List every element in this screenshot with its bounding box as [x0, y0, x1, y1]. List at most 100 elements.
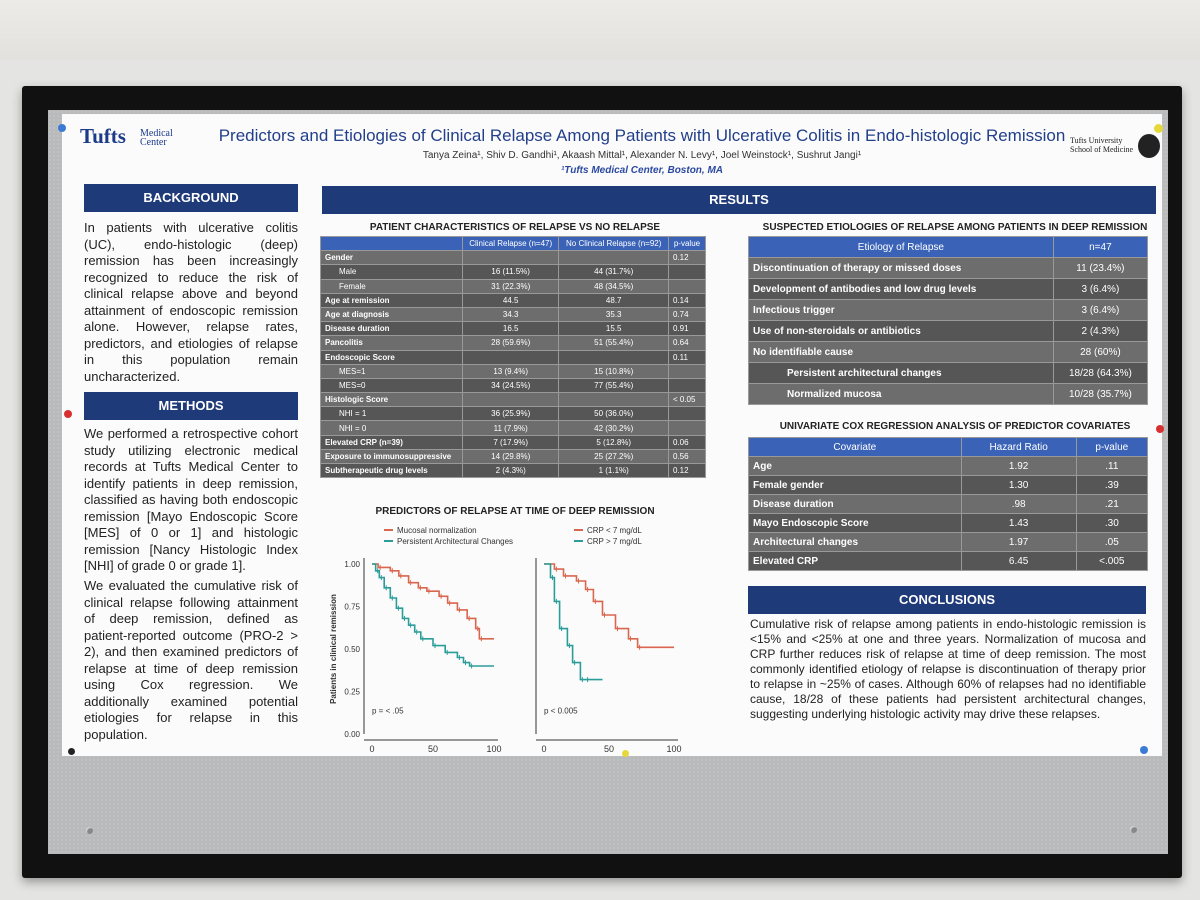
table-row: Elevated CRP (n=39) 7 (17.9%) 5 (12.8%) 0.0…	[320, 434, 707, 450]
x-tick-label: 100	[666, 744, 681, 754]
no-relapse-value: 5 (12.8%)	[558, 434, 669, 450]
covariate-label: Mayo Endoscopic Score	[748, 513, 962, 533]
relapse-value: 31 (22.3%)	[461, 278, 560, 294]
p-value-annotation: p = < .05	[372, 707, 404, 716]
table-header-cell: Etiology of Relapse	[748, 236, 1054, 258]
logo-left-sub2: Center	[140, 137, 167, 148]
tufts-university-logo: Tufts University School of Medicine	[1070, 136, 1150, 154]
legend-label: CRP < 7 mg/dL	[587, 526, 642, 535]
cox-table: Covariate Hazard Ratio p-value Age 1.92.11 F…	[748, 437, 1149, 571]
etiology-count: 10/28 (35.7%)	[1052, 383, 1149, 405]
push-pin	[1154, 124, 1163, 133]
row-label: Disease duration	[320, 321, 463, 337]
km-curve-line	[372, 563, 494, 640]
row-label: Subtherapeutic drug levels	[320, 462, 463, 479]
etiology-label: Development of antibodies and low drug l…	[748, 278, 1054, 300]
km-curve-line	[544, 563, 674, 649]
push-pin	[1156, 425, 1164, 433]
crest-icon	[1138, 134, 1160, 158]
table-row: Infectious trigger 3 (6.4%)	[748, 299, 1149, 321]
table-header-cell: p-value	[667, 235, 707, 252]
x-tick-label: 0	[369, 744, 374, 754]
tufts-medical-center-logo: Tufts Medical Center	[80, 126, 173, 162]
etiology-count: 18/28 (64.3%)	[1052, 362, 1149, 384]
relapse-value: 34 (24.5%)	[461, 377, 560, 394]
table-row: MES=0 34 (24.5%) 77 (55.4%)	[320, 377, 707, 394]
no-relapse-value: 48.7	[558, 292, 669, 308]
table-row: NHI = 0 11 (7.9%) 42 (30.2%)	[320, 420, 707, 436]
covariate-label: Architectural changes	[748, 532, 962, 552]
etiology-label: Discontinuation of therapy or missed dos…	[748, 257, 1054, 279]
table-row: Discontinuation of therapy or missed dos…	[748, 257, 1149, 279]
table-header-cell	[320, 235, 463, 252]
table-row: Histologic Score < 0.05	[320, 392, 707, 408]
p-value: 0.12	[667, 250, 707, 266]
background-text: In patients with ulcerative colitis (UC)…	[84, 220, 298, 384]
no-relapse-value: 42 (30.2%)	[558, 420, 669, 436]
hazard-ratio: .98	[960, 494, 1077, 514]
table-row: Subtherapeutic drug levels 2 (4.3%) 1 (1.1…	[320, 462, 707, 479]
relapse-value: 2 (4.3%)	[461, 462, 560, 479]
covariate-label: Age	[748, 456, 962, 476]
relapse-value: 16.5	[461, 321, 560, 337]
wall-ceiling	[0, 0, 1200, 60]
hazard-ratio: 1.30	[960, 475, 1077, 495]
relapse-value: 16 (11.5%)	[461, 264, 560, 280]
table-row: Mayo Endoscopic Score 1.43.30	[748, 513, 1149, 533]
table-row: Endoscopic Score 0.11	[320, 349, 707, 365]
push-pin	[1140, 746, 1148, 754]
y-tick-label: 0.75	[344, 603, 360, 612]
km-charts: 0.000.250.500.751.00050100Time(months)Pa…	[329, 526, 682, 754]
cox-p-value: .30	[1075, 513, 1149, 533]
row-label: MES=0	[320, 377, 463, 394]
table-row: Persistent architectural changes 18/28 (6…	[748, 362, 1149, 384]
no-relapse-value: 51 (55.4%)	[558, 335, 669, 351]
push-pin	[622, 750, 629, 757]
table-row: Disease duration 16.5 15.5 0.91	[320, 321, 707, 337]
y-axis-label: Patients in clinical remission	[329, 594, 338, 704]
table-row: Exposure to immunosuppressive 14 (29.8%) 2…	[320, 448, 707, 465]
x-tick-label: 50	[428, 744, 438, 754]
relapse-value: 44.5	[461, 292, 560, 308]
legend-label: Persistent Architectural Changes	[397, 537, 513, 546]
y-tick-label: 0.25	[344, 688, 360, 697]
legend-label: Mucosal normalization	[397, 526, 477, 535]
table-row: NHI = 1 36 (25.9%) 50 (36.0%)	[320, 406, 707, 422]
km-curve-line	[372, 563, 494, 667]
no-relapse-value	[558, 349, 669, 365]
methods-para2: We evaluated the cumulative risk of clin…	[84, 578, 298, 742]
no-relapse-value: 50 (36.0%)	[558, 406, 669, 422]
table-header-cell: p-value	[1075, 437, 1149, 457]
cox-p-value: <.005	[1075, 551, 1149, 571]
covariate-label: Elevated CRP	[748, 551, 962, 571]
table-row: Age at diagnosis 34.3 35.3 0.74	[320, 306, 707, 323]
p-value: 0.11	[667, 349, 707, 365]
row-label: NHI = 1	[320, 406, 463, 422]
row-label: Gender	[320, 250, 463, 266]
table-row: No identifiable cause 28 (60%)	[748, 341, 1149, 363]
hazard-ratio: 6.45	[960, 551, 1077, 571]
p-value-annotation: p < 0.005	[544, 707, 578, 716]
push-pin	[64, 410, 72, 418]
row-label: Age at diagnosis	[320, 306, 463, 323]
row-label: Elevated CRP (n=39)	[320, 434, 463, 450]
etiology-label: Infectious trigger	[748, 299, 1054, 321]
y-tick-label: 0.00	[344, 730, 360, 739]
table-header-cell: Covariate	[748, 437, 962, 457]
conclusions-heading: CONCLUSIONS	[748, 586, 1146, 614]
relapse-value	[461, 250, 560, 266]
table-row: Age at remission 44.5 48.7 0.14	[320, 292, 707, 308]
etiology-label: Persistent architectural changes	[748, 362, 1054, 384]
results-heading: RESULTS	[322, 186, 1156, 214]
table-row: Male 16 (11.5%) 44 (31.7%)	[320, 264, 707, 280]
table-row: MES=1 13 (9.4%) 15 (10.8%)	[320, 363, 707, 379]
relapse-value: 11 (7.9%)	[461, 420, 560, 436]
background-heading: BACKGROUND	[84, 184, 298, 212]
p-value	[667, 264, 707, 280]
table-header-cell: No Clinical Relapse (n=92)	[558, 235, 669, 252]
x-tick-label: 0	[541, 744, 546, 754]
board-tack	[86, 827, 93, 834]
characteristics-table: Clinical Relapse (n=47) No Clinical Relap…	[320, 235, 707, 479]
conclusions-text: Cumulative risk of relapse among patient…	[750, 617, 1146, 721]
table-header-cell: n=47	[1052, 236, 1149, 258]
